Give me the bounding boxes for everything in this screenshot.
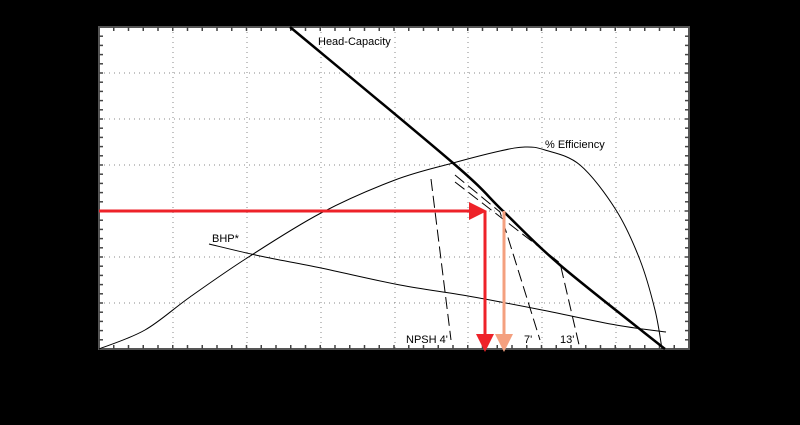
npsh4-label: NPSH 4' — [406, 334, 448, 346]
series-bhp — [208, 243, 667, 333]
series-npsh-4 — [430, 178, 452, 341]
axis-ticks — [99, 27, 689, 349]
series-head-capacity — [289, 26, 666, 350]
bhp-label: BHP* — [212, 233, 240, 245]
plot-area — [98, 26, 690, 350]
series--efficiency — [98, 146, 663, 350]
npsh13-label: 13' — [560, 334, 574, 346]
arrows-layer — [99, 202, 513, 352]
series-npsh-7 — [454, 174, 541, 341]
npsh7-label: 7' — [524, 334, 532, 346]
efficiency-label: % Efficiency — [545, 139, 605, 151]
series-layer — [98, 26, 667, 350]
head-capacity-label: Head-Capacity — [318, 36, 391, 48]
series-npsh-13 — [454, 181, 581, 350]
